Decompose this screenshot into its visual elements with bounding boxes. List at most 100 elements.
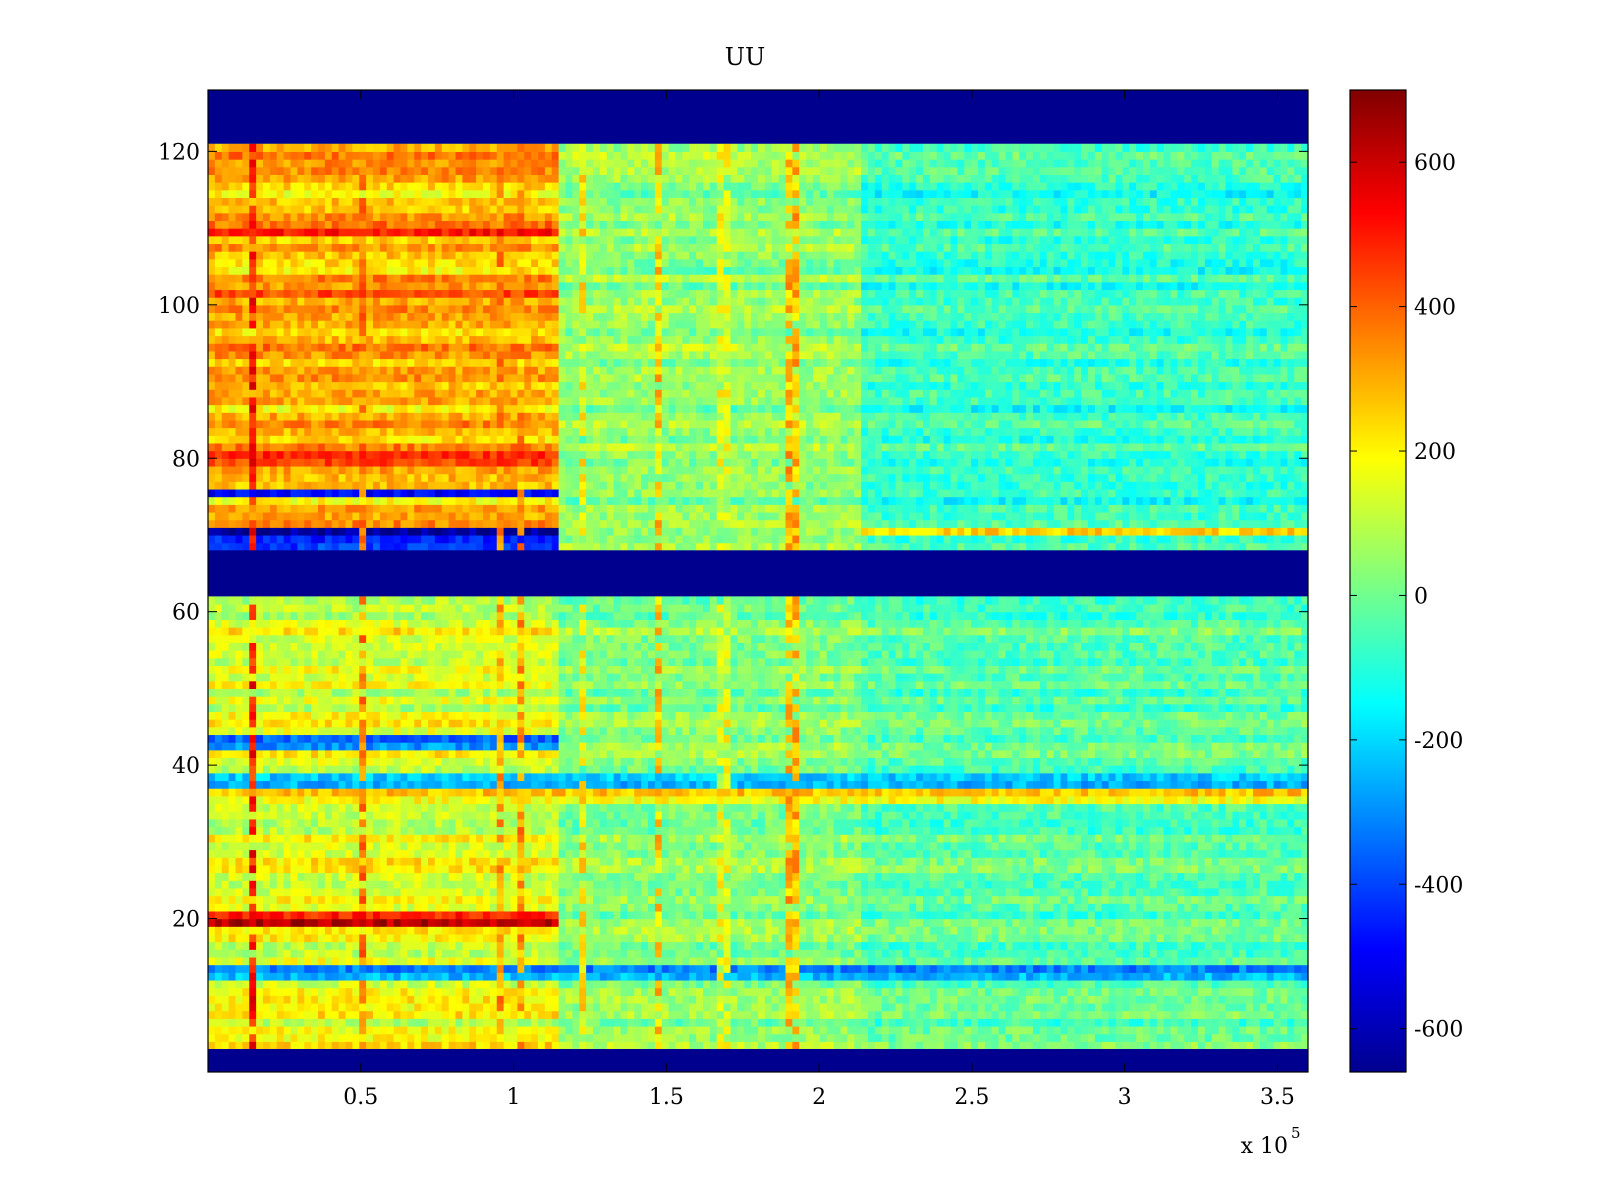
heatmap-cell (373, 627, 381, 636)
heatmap-cell (345, 657, 353, 666)
heatmap-cell (476, 243, 484, 252)
heatmap-cell (331, 442, 340, 452)
heatmap-cell (407, 711, 415, 720)
heatmap-cell (331, 373, 340, 383)
heatmap-cell (208, 373, 216, 383)
heatmap-cell (496, 465, 505, 475)
heatmap-cell (496, 926, 505, 935)
heatmap-cell (359, 895, 367, 904)
heatmap-cell (304, 166, 312, 175)
heatmap-cell (249, 350, 257, 360)
heatmap-cell (228, 895, 237, 904)
heatmap-cell (331, 688, 340, 697)
heatmap-cell (373, 358, 381, 367)
heatmap-cell (318, 243, 326, 252)
heatmap-cell (489, 818, 498, 828)
heatmap-cell (503, 205, 512, 214)
heatmap-cell (256, 680, 264, 689)
heatmap-cell (455, 926, 463, 935)
heatmap-cell (469, 235, 477, 245)
heatmap-cell (235, 366, 243, 375)
heatmap-cell (476, 473, 484, 482)
heatmap-cell (469, 389, 477, 398)
heatmap-cell (228, 979, 237, 989)
heatmap-cell (483, 834, 491, 843)
heatmap-cell (359, 350, 367, 360)
heatmap-cell (235, 320, 243, 329)
heatmap-cell (489, 757, 498, 766)
heatmap-cell (469, 650, 477, 659)
heatmap-cell (338, 841, 347, 851)
heatmap-cell (256, 527, 264, 536)
heatmap-cell (283, 734, 292, 743)
heatmap-cell (304, 910, 312, 920)
heatmap-cell (359, 442, 367, 452)
heatmap-cell (476, 251, 484, 260)
heatmap-cell (386, 1002, 395, 1012)
heatmap-cell (208, 857, 216, 866)
heatmap-cell (366, 1018, 374, 1027)
heatmap-cell (496, 343, 505, 352)
heatmap-cell (448, 956, 457, 966)
heatmap-cell (318, 389, 326, 398)
heatmap-cell (462, 634, 470, 643)
heatmap-cell (366, 956, 374, 966)
heatmap-cell (235, 419, 243, 429)
heatmap-cell (318, 772, 326, 782)
heatmap-cell (393, 795, 402, 805)
heatmap-cell (503, 872, 512, 881)
heatmap-cell (455, 511, 463, 521)
heatmap-cell (235, 496, 243, 505)
heatmap-cell (421, 534, 429, 544)
heatmap-cell (366, 657, 374, 666)
heatmap-cell (311, 949, 319, 958)
heatmap-cell (400, 1018, 408, 1027)
heatmap-cell (407, 427, 415, 436)
heatmap-cell (228, 995, 237, 1004)
heatmap-cell (386, 327, 395, 337)
heatmap-cell (441, 442, 450, 452)
heatmap-cell (338, 933, 347, 943)
heatmap-cell (366, 979, 374, 989)
heatmap-cell (283, 887, 292, 897)
heatmap-cell (283, 327, 292, 337)
heatmap-cell (214, 274, 223, 283)
heatmap-cell (428, 857, 436, 866)
heatmap-cell (338, 335, 347, 344)
heatmap-cell (331, 1025, 340, 1035)
heatmap-cell (366, 442, 374, 452)
heatmap-cell (228, 657, 237, 666)
heatmap-cell (263, 1033, 271, 1042)
heatmap-cell (379, 987, 388, 996)
heatmap-cell (318, 542, 326, 551)
heatmap-cell (366, 841, 374, 851)
heatmap-cell (476, 811, 484, 820)
heatmap-cell (510, 826, 518, 835)
heatmap-cell (228, 205, 237, 214)
heatmap-cell (455, 404, 463, 413)
heatmap-cell (324, 726, 333, 736)
heatmap-cell (421, 795, 429, 805)
heatmap-cell (469, 742, 477, 751)
heatmap-cell (496, 473, 505, 482)
heatmap-cell (276, 381, 285, 390)
heatmap-cell (496, 995, 505, 1004)
heatmap-cell (407, 458, 415, 467)
heatmap-cell (469, 488, 477, 498)
heatmap-cell (428, 1033, 436, 1042)
heatmap-cell (366, 389, 374, 398)
heatmap-cell (352, 312, 360, 321)
heatmap-cell (421, 159, 429, 168)
heatmap-cell (283, 979, 292, 989)
heatmap-cell (221, 527, 230, 536)
heatmap-cell (263, 964, 271, 973)
heatmap-cell (400, 826, 408, 835)
heatmap-cell (324, 404, 333, 413)
heatmap-cell (393, 527, 402, 536)
heatmap-cell (304, 304, 312, 314)
heatmap-cell (228, 803, 237, 812)
heatmap-cell (276, 895, 285, 904)
heatmap-cell (311, 849, 319, 858)
heatmap-cell (510, 1041, 518, 1050)
heatmap-cell (214, 1010, 223, 1019)
